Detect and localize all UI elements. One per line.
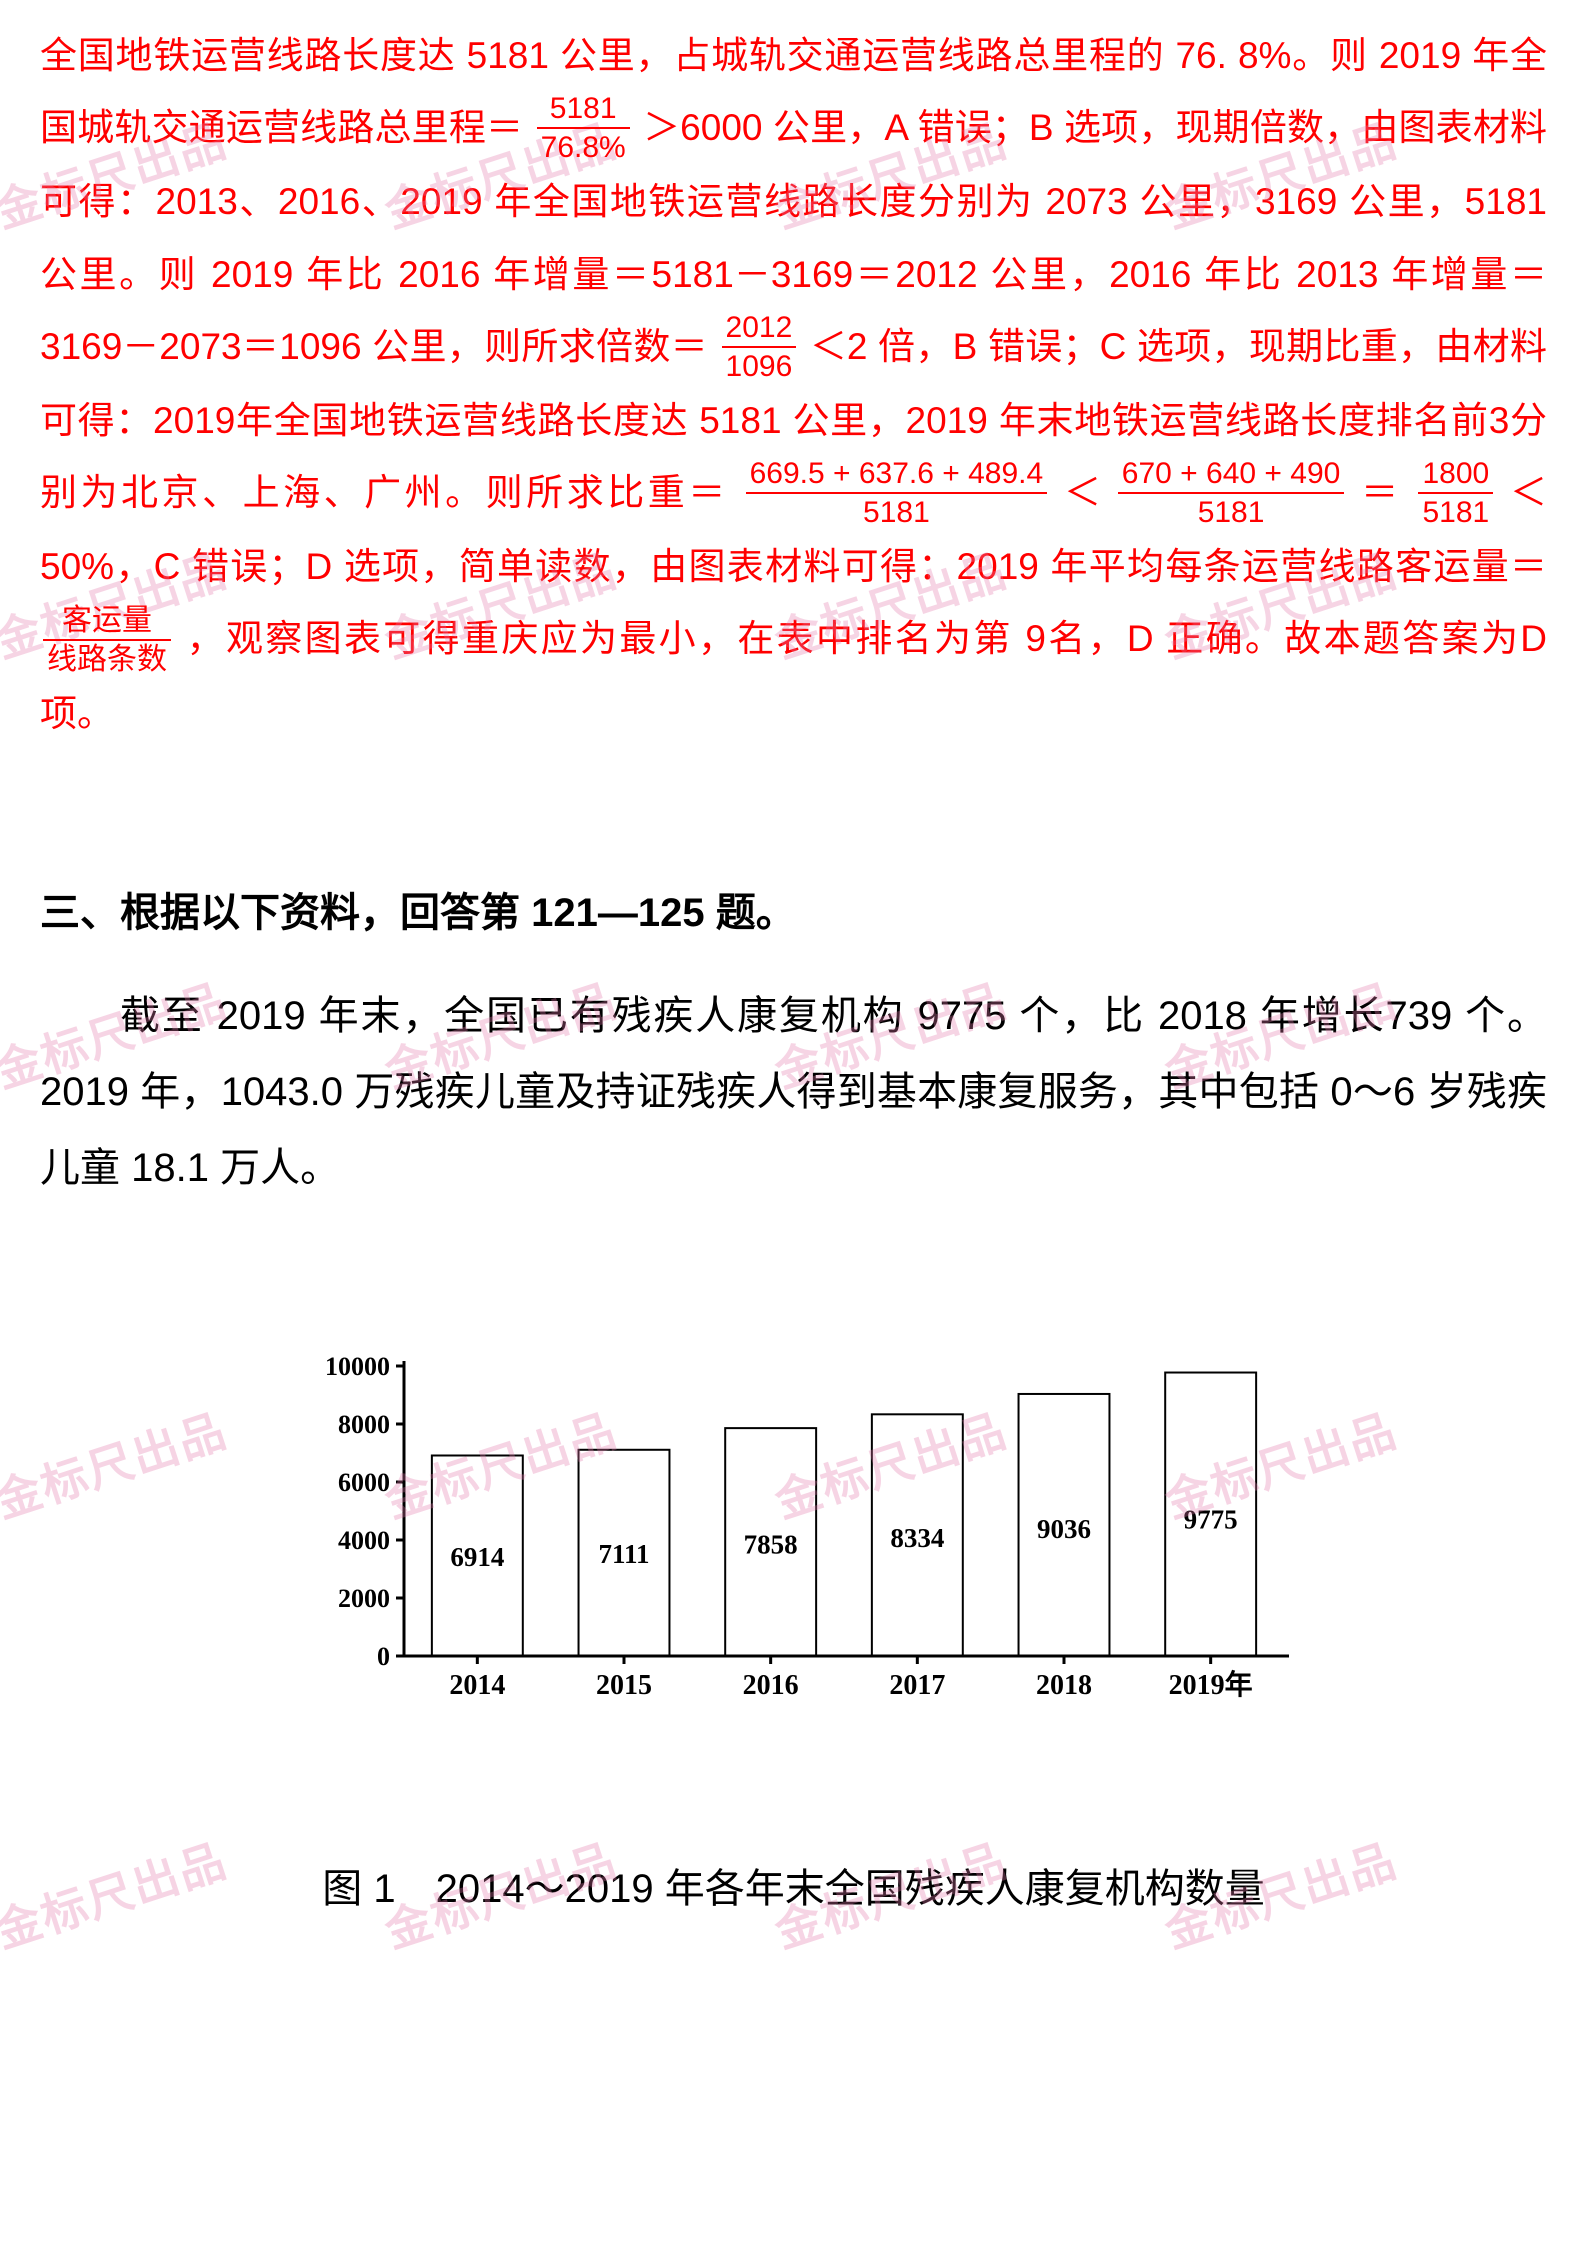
svg-text:2000: 2000 bbox=[338, 1584, 390, 1613]
fraction-2: 2012 1096 bbox=[722, 311, 797, 383]
svg-text:8000: 8000 bbox=[338, 1410, 390, 1439]
fraction-3: 669.5 + 637.6 + 489.4 5181 bbox=[746, 457, 1048, 529]
svg-text:7111: 7111 bbox=[598, 1539, 649, 1569]
svg-text:0: 0 bbox=[377, 1642, 390, 1671]
fraction-numerator: 客运量 bbox=[43, 604, 171, 641]
chart-caption: 图 1 2014～2019 年各年末全国残疾人康复机构数量 bbox=[40, 1856, 1547, 1914]
svg-text:2016: 2016 bbox=[742, 1670, 798, 1701]
svg-text:6914: 6914 bbox=[450, 1541, 504, 1571]
svg-text:7858: 7858 bbox=[743, 1529, 797, 1559]
svg-text:2014: 2014 bbox=[449, 1670, 505, 1701]
svg-text:2019年: 2019年 bbox=[1168, 1668, 1252, 1701]
svg-text:6000: 6000 bbox=[338, 1468, 390, 1497]
svg-text:2015: 2015 bbox=[596, 1670, 652, 1701]
fraction-numerator: 2012 bbox=[722, 311, 797, 348]
fraction-6: 客运量 线路条数 bbox=[43, 604, 171, 676]
svg-text:9036: 9036 bbox=[1037, 1514, 1091, 1544]
svg-text:2017: 2017 bbox=[889, 1670, 945, 1701]
fraction-1: 5181 76.8% bbox=[537, 92, 630, 164]
fraction-numerator: 669.5 + 637.6 + 489.4 bbox=[746, 457, 1048, 494]
solution-text: ＜ bbox=[1064, 472, 1101, 513]
solution-explanation: 全国地铁运营线路长度达 5181 公里，占城轨交通运营线路总里程的 76. 8%… bbox=[40, 20, 1547, 750]
fraction-denominator: 76.8% bbox=[537, 129, 630, 164]
section-title: 三、根据以下资料，回答第 121—125 题。 bbox=[40, 880, 1547, 938]
chart-figure-1: 0 2000 4000 6000 8000 10000 6914 2014 7111 2015 78… bbox=[40, 1346, 1547, 1716]
fraction-5: 1800 5181 bbox=[1418, 457, 1493, 529]
svg-text:2018: 2018 bbox=[1036, 1670, 1092, 1701]
fraction-numerator: 1800 bbox=[1418, 457, 1493, 494]
bar-chart: 0 2000 4000 6000 8000 10000 6914 2014 7111 2015 78… bbox=[284, 1346, 1304, 1716]
svg-text:10000: 10000 bbox=[325, 1352, 390, 1381]
fraction-denominator: 5181 bbox=[1118, 494, 1345, 529]
fraction-numerator: 5181 bbox=[537, 92, 630, 129]
fraction-4: 670 + 640 + 490 5181 bbox=[1118, 457, 1345, 529]
fraction-numerator: 670 + 640 + 490 bbox=[1118, 457, 1345, 494]
fraction-denominator: 5181 bbox=[746, 494, 1048, 529]
fraction-denominator: 线路条数 bbox=[43, 641, 171, 676]
solution-text: ＝ bbox=[1361, 472, 1402, 513]
svg-text:4000: 4000 bbox=[338, 1526, 390, 1555]
svg-text:9775: 9775 bbox=[1183, 1504, 1237, 1534]
fraction-denominator: 1096 bbox=[722, 348, 797, 383]
solution-text: ，观察图表可得重庆应为最小，在表中排名为第 9名，D 正确。故本题答案为D 项。 bbox=[40, 618, 1547, 733]
body-paragraph: 截至 2019 年末，全国已有残疾人康复机构 9775 个，比 2018 年增长… bbox=[40, 978, 1547, 1206]
fraction-denominator: 5181 bbox=[1418, 494, 1493, 529]
svg-text:8334: 8334 bbox=[890, 1523, 944, 1553]
